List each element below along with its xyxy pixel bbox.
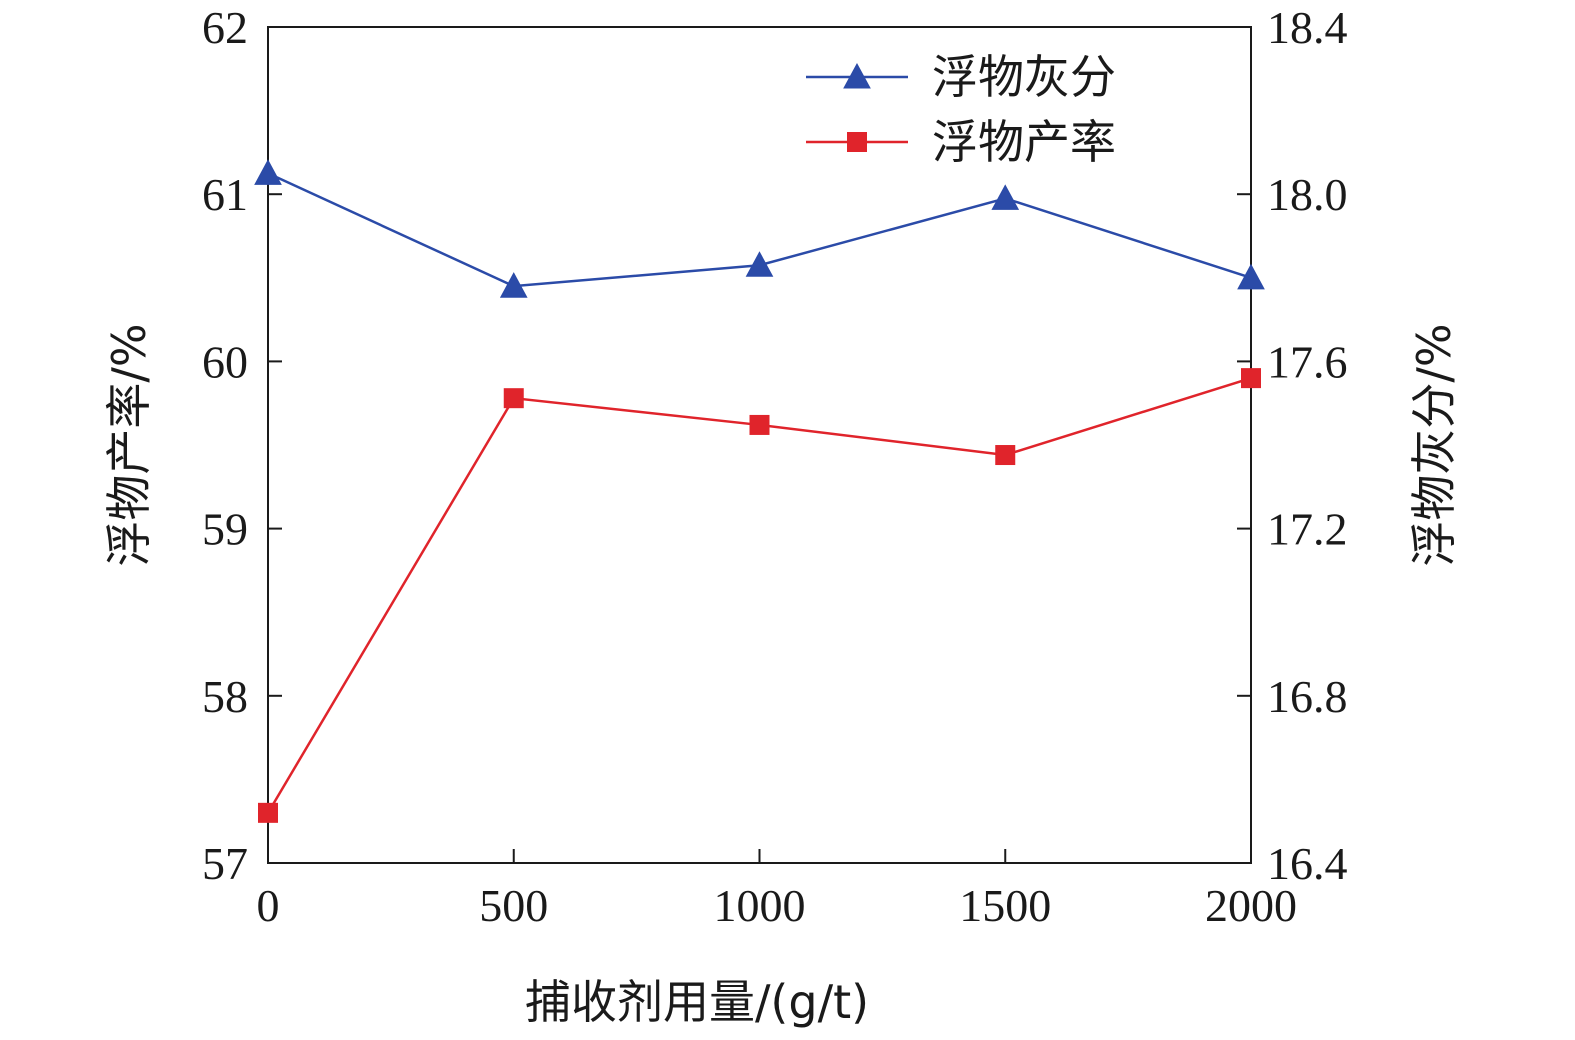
right-y-tick-label: 16.4 [1267, 838, 1348, 889]
yield-series-point [995, 445, 1016, 466]
right-y-axis-title: 浮物灰分/% [1407, 323, 1461, 566]
x-tick-label: 0 [257, 880, 280, 931]
series-layer [254, 159, 1265, 823]
ash-series-point [1237, 263, 1265, 290]
legend-label: 浮物产率 [932, 115, 1116, 169]
left-y-axis-ticks: 57 58 59 60 61 62 [202, 2, 282, 889]
left-y-tick-label: 61 [202, 169, 248, 220]
legend-marker [843, 62, 871, 89]
right-y-tick-label: 18.4 [1267, 2, 1348, 53]
legend-item-yield: 浮物产率 [806, 115, 1116, 169]
yield-series-point [258, 802, 278, 823]
left-y-tick-label: 59 [202, 504, 248, 555]
left-y-axis-title: 浮物产率/% [102, 323, 156, 566]
x-tick-label: 500 [479, 880, 548, 931]
right-y-tick-label: 16.8 [1267, 671, 1348, 722]
right-y-axis-ticks: 16.4 16.8 17.2 17.6 18.0 18.4 [1237, 2, 1348, 889]
ash-series-point [745, 251, 774, 277]
right-y-tick-label: 17.2 [1267, 504, 1348, 555]
ash-series-point [991, 184, 1020, 210]
left-y-tick-label: 60 [202, 336, 248, 387]
yield-series [258, 368, 1261, 823]
x-tick-label: 1000 [714, 880, 806, 931]
left-y-tick-label: 58 [202, 671, 248, 722]
x-axis-ticks: 0 500 1000 1500 2000 [257, 849, 1297, 931]
yield-series-point [503, 388, 524, 409]
yield-series-line [266, 376, 1252, 814]
legend-label: 浮物灰分 [932, 50, 1116, 104]
x-tick-label: 2000 [1205, 880, 1297, 931]
legend-marker [847, 132, 867, 152]
legend-item-ash: 浮物灰分 [806, 50, 1116, 104]
right-y-tick-label: 18.0 [1267, 169, 1348, 220]
x-tick-label: 1500 [959, 880, 1051, 931]
ash-series [254, 159, 1265, 298]
yield-series-point [749, 414, 770, 435]
ash-series-point [499, 272, 528, 298]
x-axis-title: 捕收剂用量/(g/t) [525, 975, 869, 1029]
right-y-tick-label: 17.6 [1267, 336, 1348, 387]
left-y-tick-label: 57 [202, 838, 248, 889]
ash-series-point [254, 159, 282, 185]
yield-series-point [1241, 368, 1261, 389]
left-y-tick-label: 62 [202, 2, 248, 53]
